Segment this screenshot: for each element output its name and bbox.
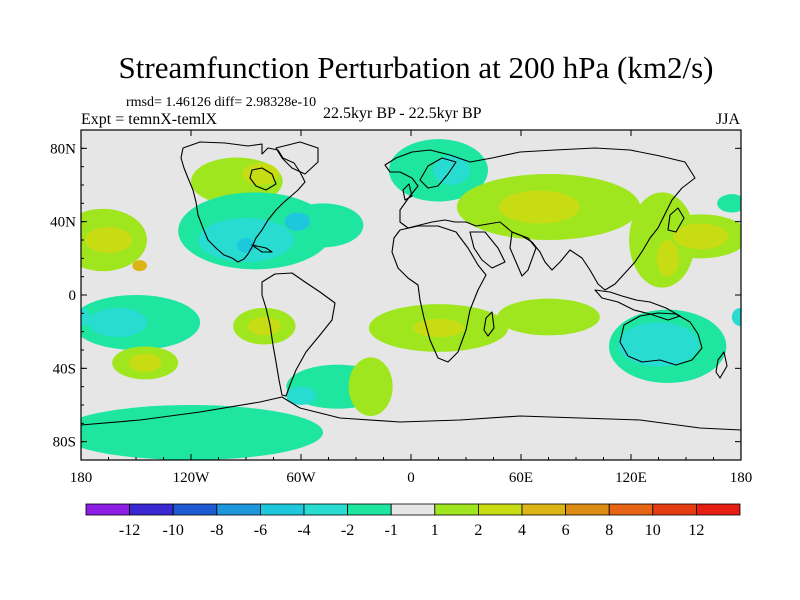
anomaly-region — [128, 353, 162, 373]
australia-coastline — [619, 312, 703, 366]
y-tick-label: 40N — [50, 215, 76, 231]
north-america-coastline — [180, 141, 306, 263]
colorbar-swatch — [477, 503, 523, 516]
colorbar-label: -4 — [297, 522, 310, 539]
colorbar-swatch — [521, 503, 566, 516]
hudson-bay-coastline — [249, 167, 277, 191]
anomaly-region — [247, 317, 281, 336]
colorbar-label: -2 — [341, 522, 354, 539]
colorbar-swatch — [216, 503, 261, 516]
anomaly-region — [673, 223, 729, 250]
japan-coastline — [667, 207, 685, 233]
uk-coastline — [402, 183, 413, 201]
anomaly-region — [81, 307, 91, 327]
anomaly-region — [433, 155, 470, 185]
colorbar-label: -12 — [119, 522, 140, 539]
anomaly-region — [81, 405, 323, 460]
colorbar-label: -6 — [254, 522, 267, 539]
arabia-coastline — [469, 231, 506, 269]
anomaly-region — [497, 298, 600, 336]
antarctica-coastline — [81, 396, 741, 460]
experiment-label: Expt = temnX-temlX — [81, 111, 218, 128]
colorbar-label: -10 — [163, 522, 184, 539]
colorbar-swatch — [390, 503, 436, 516]
y-tick-label: 80N — [50, 141, 76, 157]
period-label: 22.5kyr BP - 22.5kyr BP — [323, 105, 482, 122]
anomaly-region — [284, 212, 311, 231]
x-tick-label: 180 — [730, 470, 753, 486]
colorbar-label: 1 — [431, 522, 439, 539]
x-tick-label: 180 — [70, 470, 93, 486]
colorbar-label: -8 — [210, 522, 223, 539]
anomaly-region — [498, 190, 580, 224]
x-tick-label: 120W — [173, 470, 211, 486]
new-zealand-coastline — [715, 351, 728, 379]
colorbar-label: 8 — [605, 522, 613, 539]
anomaly-region — [286, 386, 316, 406]
x-tick-label: 60W — [286, 470, 316, 486]
africa-coastline — [391, 225, 487, 363]
x-tick-label: 0 — [407, 470, 415, 486]
madagascar-coastline — [483, 311, 495, 337]
colorbar-swatch — [434, 503, 479, 516]
map-title: Streamfunction Perturbation at 200 hPa (… — [118, 50, 714, 85]
colorbar-label: 6 — [562, 522, 570, 539]
colorbar-swatch — [303, 503, 348, 516]
y-axis: 80N 40N 0 40S 80S — [50, 129, 741, 461]
anomaly-region — [412, 318, 465, 338]
colorbar-label: 12 — [688, 522, 704, 539]
anomaly-region — [88, 307, 147, 338]
india-coastline — [509, 231, 537, 277]
x-axis: 180 120W 60W 0 60E 120E 180 — [70, 130, 753, 486]
colorbar: -12 -10 -8 -6 -4 -2 -1 1 2 4 6 8 10 12 — [85, 503, 741, 539]
greenland-coastline — [275, 141, 319, 175]
coastlines — [81, 141, 741, 460]
anomaly-fields — [81, 139, 741, 460]
anomaly-region — [731, 307, 741, 327]
season-label: JJA — [715, 111, 740, 128]
anomaly-region — [348, 357, 393, 416]
stats-label: rmsd= 1.46126 diff= 2.98328e-10 — [126, 95, 317, 110]
colorbar-label: 2 — [474, 522, 482, 539]
colorbar-swatch — [652, 503, 697, 516]
anomaly-region — [717, 194, 741, 213]
x-tick-label: 60E — [509, 470, 533, 486]
anomaly-region — [84, 227, 133, 253]
colorbar-swatch — [608, 503, 654, 516]
anomaly-region — [656, 240, 679, 277]
colorbar-swatch — [347, 503, 392, 516]
cuba-coastline — [251, 244, 273, 253]
anomaly-region — [242, 163, 279, 185]
colorbar-label: 10 — [645, 522, 661, 539]
anomaly-region — [132, 260, 148, 272]
colorbar-swatch — [259, 503, 305, 516]
colorbar-swatch — [85, 503, 130, 516]
colorbar-swatch — [565, 503, 610, 516]
colorbar-label: 4 — [518, 522, 526, 539]
y-tick-label: 0 — [69, 288, 77, 304]
x-tick-label: 120E — [615, 470, 647, 486]
y-tick-label: 80S — [53, 435, 76, 451]
colorbar-swatch — [129, 503, 174, 516]
scandinavia-coastline — [419, 157, 457, 189]
south-america-coastline — [261, 272, 336, 397]
colorbar-swatch — [696, 503, 741, 516]
colorbar-label: -1 — [385, 522, 398, 539]
y-tick-label: 40S — [53, 361, 76, 377]
colorbar-swatch — [172, 503, 218, 516]
anomaly-region — [618, 322, 699, 367]
